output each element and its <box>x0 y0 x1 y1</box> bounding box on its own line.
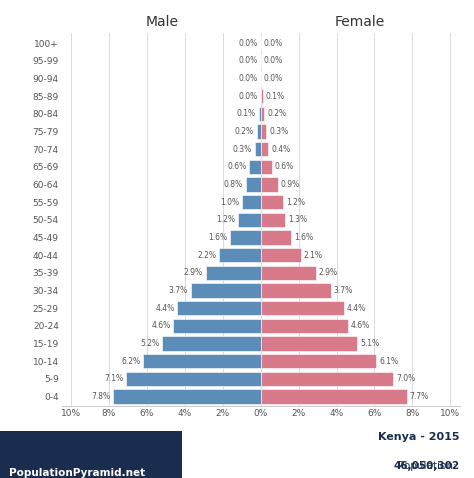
Bar <box>219 248 261 262</box>
Text: 7.0%: 7.0% <box>396 374 416 383</box>
Text: 0.9%: 0.9% <box>281 180 300 189</box>
Bar <box>261 372 393 386</box>
Bar <box>177 301 261 315</box>
Text: 0.6%: 0.6% <box>275 163 294 172</box>
Text: 0.0%: 0.0% <box>264 39 283 48</box>
Text: 6.1%: 6.1% <box>379 357 398 366</box>
Text: 5.1%: 5.1% <box>360 339 379 348</box>
Text: 4.6%: 4.6% <box>351 321 370 330</box>
Bar <box>257 124 261 139</box>
Text: 7.7%: 7.7% <box>410 392 429 401</box>
Text: 0.1%: 0.1% <box>237 109 256 119</box>
Text: 4.6%: 4.6% <box>151 321 171 330</box>
Bar <box>261 390 407 404</box>
Text: 0.6%: 0.6% <box>227 163 246 172</box>
Bar <box>246 177 261 192</box>
Text: 6.2%: 6.2% <box>121 357 140 366</box>
Text: 0.0%: 0.0% <box>264 74 283 83</box>
Text: 7.8%: 7.8% <box>91 392 110 401</box>
Bar <box>261 213 285 227</box>
Bar <box>242 195 261 209</box>
Bar <box>261 142 268 156</box>
Text: 3.7%: 3.7% <box>168 286 188 295</box>
Bar <box>261 266 316 280</box>
Text: Kenya - 2015: Kenya - 2015 <box>378 432 460 442</box>
Bar <box>259 107 261 121</box>
Bar <box>173 319 261 333</box>
Text: 4.4%: 4.4% <box>155 304 174 313</box>
Text: PopulationPyramid.net: PopulationPyramid.net <box>9 467 146 478</box>
Text: 2.2%: 2.2% <box>197 251 216 260</box>
Text: 2.9%: 2.9% <box>184 268 203 277</box>
Text: 1.2%: 1.2% <box>286 198 305 206</box>
Text: 0.2%: 0.2% <box>235 127 254 136</box>
Text: Male: Male <box>146 15 179 29</box>
Bar <box>261 354 376 369</box>
Bar <box>126 372 261 386</box>
Text: 2.9%: 2.9% <box>319 268 337 277</box>
Text: 0.0%: 0.0% <box>238 56 258 65</box>
Bar <box>143 354 261 369</box>
Bar <box>261 319 348 333</box>
Text: 0.0%: 0.0% <box>238 74 258 83</box>
Text: 0.0%: 0.0% <box>238 39 258 48</box>
Text: 3.7%: 3.7% <box>334 286 353 295</box>
Bar <box>261 230 291 245</box>
Bar <box>261 283 331 298</box>
Text: 1.3%: 1.3% <box>288 216 307 224</box>
Text: 0.3%: 0.3% <box>233 145 252 154</box>
Text: 0.0%: 0.0% <box>264 56 283 65</box>
Text: Female: Female <box>334 15 384 29</box>
Bar <box>261 107 264 121</box>
Bar <box>206 266 261 280</box>
Bar <box>261 124 266 139</box>
Text: 46,050,302: 46,050,302 <box>393 461 460 471</box>
Text: 7.1%: 7.1% <box>104 374 123 383</box>
Bar <box>261 177 278 192</box>
Bar <box>261 337 357 351</box>
Bar <box>162 337 261 351</box>
Text: 0.3%: 0.3% <box>269 127 289 136</box>
Bar <box>255 142 261 156</box>
Text: 4.4%: 4.4% <box>347 304 366 313</box>
Bar <box>261 248 301 262</box>
Text: Population:: Population: <box>398 461 460 471</box>
Text: 1.0%: 1.0% <box>220 198 239 206</box>
Bar <box>238 213 261 227</box>
Text: 0.2%: 0.2% <box>267 109 286 119</box>
Text: 5.2%: 5.2% <box>140 339 159 348</box>
Text: 2.1%: 2.1% <box>303 251 322 260</box>
Text: 1.6%: 1.6% <box>294 233 313 242</box>
Text: 0.1%: 0.1% <box>265 92 284 101</box>
Bar <box>230 230 261 245</box>
Bar <box>261 89 263 103</box>
Text: 0.0%: 0.0% <box>238 92 258 101</box>
Bar <box>261 301 344 315</box>
Text: 0.8%: 0.8% <box>224 180 243 189</box>
Text: 1.2%: 1.2% <box>216 216 235 224</box>
Bar <box>249 160 261 174</box>
Bar <box>261 160 272 174</box>
Bar <box>261 195 283 209</box>
Bar <box>191 283 261 298</box>
Text: 1.6%: 1.6% <box>209 233 228 242</box>
Text: 0.4%: 0.4% <box>271 145 291 154</box>
Bar <box>113 390 261 404</box>
